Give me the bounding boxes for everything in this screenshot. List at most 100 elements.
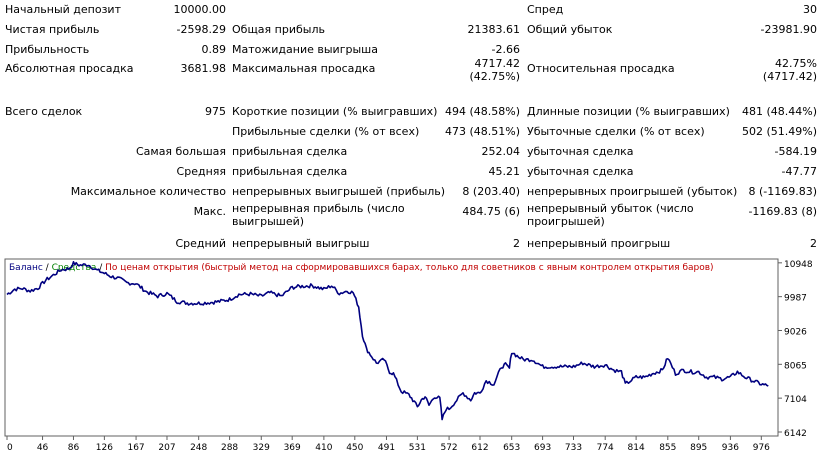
stat-line: непрерывный убыток (число — [527, 202, 694, 215]
x-tick-label: 653 — [503, 443, 520, 453]
y-tick-label: 10948 — [784, 260, 813, 270]
stat-value: 30 — [803, 3, 817, 16]
legend-equity: Средства — [52, 263, 97, 273]
stat-label: Длинные позиции (% выигравших) — [527, 105, 730, 118]
stat-value: -2598.29 — [176, 23, 226, 36]
x-tick-label: 491 — [378, 443, 395, 453]
stat-value: -47.77 — [781, 165, 817, 178]
balance-series-line — [6, 261, 769, 421]
stat-value: 4717.42 (42.75%) — [469, 57, 520, 83]
stat-line: выигрышей) — [232, 215, 305, 228]
stat-label: непрерывных проигрышей (убыток) — [527, 185, 738, 198]
stat-value: -1169.83 (8) — [748, 205, 817, 218]
stat-label: непрерывный убыток (число проигрышей) — [527, 202, 694, 228]
balance-chart: Баланс / Средства / По ценам открытия (б… — [4, 258, 813, 453]
legend-sep2: / — [96, 263, 105, 273]
x-tick-label: 733 — [565, 443, 582, 453]
stat-label: Короткие позиции (% выигравших) — [232, 105, 438, 118]
stat-line: непрерывная прибыль (число — [232, 202, 405, 215]
x-tick-label: 450 — [346, 443, 363, 453]
stat-line: проигрышей) — [527, 215, 605, 228]
y-tick-label: 9026 — [784, 327, 807, 337]
stat-label: Общая прибыль — [232, 23, 325, 36]
stat-label: Абсолютная просадка — [5, 62, 134, 75]
stat-label: Чистая прибыль — [5, 23, 100, 36]
stat-value: 473 (48.51%) — [444, 125, 520, 138]
stat-label: непрерывный проигрыш — [527, 237, 671, 250]
stat-value: 975 — [205, 105, 226, 118]
stat-label: Общий убыток — [527, 23, 613, 36]
stat-label: Максимальное количество — [70, 185, 226, 198]
stat-label: Матожидание выигрыша — [232, 43, 378, 56]
stat-label: Прибыльность — [5, 43, 90, 56]
x-tick-label: 288 — [221, 443, 238, 453]
stat-label: Начальный депозит — [5, 3, 121, 16]
stat-label: Средняя — [176, 165, 226, 178]
x-tick-label: 936 — [722, 443, 739, 453]
stat-line: (4717.42) — [762, 70, 817, 83]
x-tick-label: 572 — [440, 443, 457, 453]
x-tick-label: 531 — [409, 443, 426, 453]
stat-label: Самая большая — [135, 145, 226, 158]
x-tick-label: 855 — [659, 443, 676, 453]
stat-value: 10000.00 — [173, 3, 227, 16]
stat-value: 481 (48.44%) — [741, 105, 817, 118]
stat-value: 484.75 (6) — [462, 205, 520, 218]
y-tick-label: 9987 — [784, 294, 807, 304]
x-tick-label: 207 — [158, 443, 175, 453]
stat-label: убыточная сделка — [527, 165, 634, 178]
stat-value: 0.89 — [201, 43, 227, 56]
stat-label: Средний — [175, 237, 226, 250]
stat-label: Максимальная просадка — [232, 62, 376, 75]
x-tick-label: 410 — [315, 443, 332, 453]
stat-value: 8 (-1169.83) — [748, 185, 817, 198]
x-tick-label: 814 — [628, 443, 645, 453]
stat-value: 502 (51.49%) — [741, 125, 817, 138]
chart-frame — [4, 258, 779, 437]
x-tick-label: 329 — [253, 443, 270, 453]
chart-legend: Баланс / Средства / По ценам открытия (б… — [9, 263, 714, 273]
x-tick-label: 774 — [597, 443, 614, 453]
stat-label: Макс. — [193, 205, 226, 218]
stat-label: непрерывных выигрышей (прибыль) — [232, 185, 446, 198]
x-tick-label: 369 — [284, 443, 301, 453]
stat-value: 3681.98 — [180, 62, 227, 75]
x-tick-label: 976 — [753, 443, 770, 453]
stat-value: 2 — [513, 237, 520, 250]
legend-mode: По ценам открытия (быстрый метод на сфор… — [105, 263, 713, 273]
stat-line: 42.75% — [775, 57, 817, 70]
stat-label: непрерывная прибыль (число выигрышей) — [232, 202, 405, 228]
x-tick-label: 86 — [68, 443, 80, 453]
y-tick-label: 7104 — [784, 395, 807, 405]
x-tick-label: 126 — [96, 443, 113, 453]
stat-value: 21383.61 — [467, 23, 521, 36]
stat-label: прибыльная сделка — [232, 165, 348, 178]
stat-label: непрерывный выигрыш — [232, 237, 370, 250]
stat-value: 8 (203.40) — [462, 185, 520, 198]
x-tick-label: 895 — [690, 443, 707, 453]
x-tick-label: 693 — [534, 443, 551, 453]
stat-value: 2 — [810, 237, 817, 250]
stat-label: Убыточные сделки (% от всех) — [527, 125, 705, 138]
stat-line: (42.75%) — [469, 70, 520, 83]
stat-value: 494 (48.58%) — [444, 105, 520, 118]
x-tick-label: 46 — [37, 443, 49, 453]
stat-label: Относительная просадка — [527, 62, 675, 75]
stat-line: 4717.42 — [474, 57, 521, 70]
legend-sep1: / — [43, 263, 52, 273]
stat-label: убыточная сделка — [527, 145, 634, 158]
stat-label: Прибыльные сделки (% от всех) — [232, 125, 420, 138]
x-tick-label: 248 — [190, 443, 207, 453]
stat-value: -2.66 — [491, 43, 520, 56]
stat-value: -23981.90 — [760, 23, 817, 36]
stat-value: 42.75% (4717.42) — [763, 57, 817, 83]
stat-value: -584.19 — [774, 145, 817, 158]
stat-value: 252.04 — [481, 145, 521, 158]
stat-value: 45.21 — [488, 165, 521, 178]
x-tick-label: 0 — [7, 443, 13, 453]
stat-label: Всего сделок — [5, 105, 83, 118]
stat-label: прибыльная сделка — [232, 145, 348, 158]
stat-label: Спред — [527, 3, 564, 16]
y-tick-label: 8065 — [784, 361, 807, 371]
x-tick-label: 167 — [127, 443, 144, 453]
